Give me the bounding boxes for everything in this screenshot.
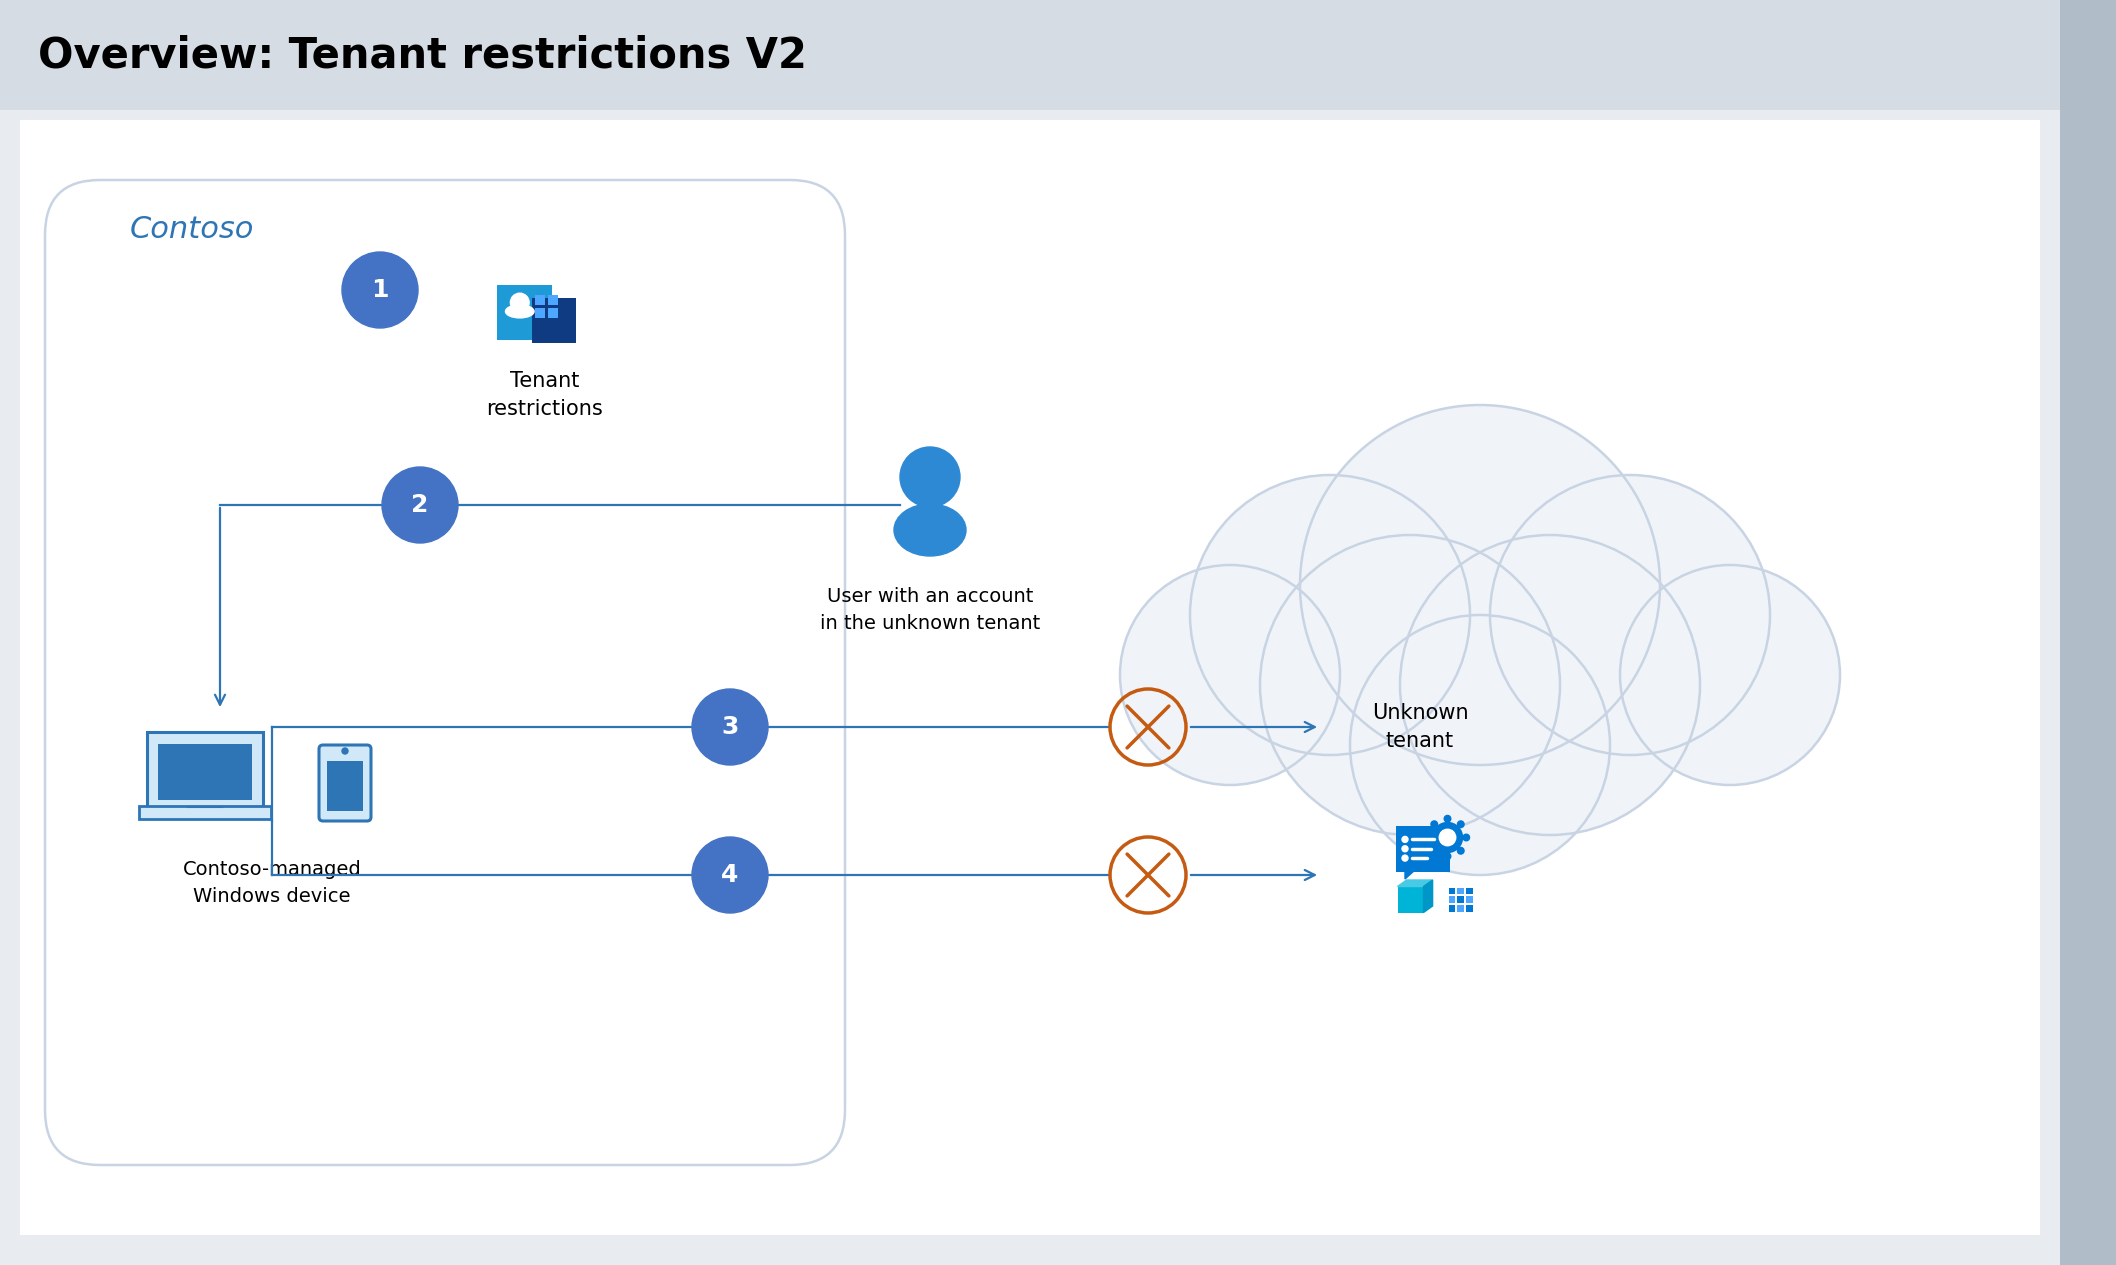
Text: Contoso-managed
Windows device: Contoso-managed Windows device xyxy=(182,860,362,906)
Circle shape xyxy=(383,467,457,543)
Circle shape xyxy=(1403,855,1407,861)
Circle shape xyxy=(1490,474,1769,755)
Text: Tenant
restrictions: Tenant restrictions xyxy=(487,371,603,419)
FancyBboxPatch shape xyxy=(1458,896,1464,903)
Circle shape xyxy=(1189,474,1471,755)
Circle shape xyxy=(1445,853,1452,859)
Circle shape xyxy=(1401,535,1699,835)
Circle shape xyxy=(343,252,419,328)
FancyBboxPatch shape xyxy=(1449,904,1456,912)
FancyBboxPatch shape xyxy=(1458,888,1464,894)
FancyBboxPatch shape xyxy=(1466,888,1473,894)
Circle shape xyxy=(1259,535,1559,835)
FancyBboxPatch shape xyxy=(1394,826,1449,872)
Polygon shape xyxy=(1424,880,1433,912)
FancyBboxPatch shape xyxy=(548,295,559,305)
Circle shape xyxy=(899,447,961,507)
Circle shape xyxy=(510,293,529,312)
Circle shape xyxy=(1458,848,1464,854)
FancyBboxPatch shape xyxy=(533,299,576,343)
Circle shape xyxy=(1462,834,1469,841)
Text: 4: 4 xyxy=(722,863,738,887)
Circle shape xyxy=(1299,405,1659,765)
Circle shape xyxy=(1430,821,1437,827)
Circle shape xyxy=(343,748,347,754)
FancyBboxPatch shape xyxy=(1466,904,1473,912)
Circle shape xyxy=(1430,848,1437,854)
Circle shape xyxy=(1119,565,1339,786)
Text: Unknown
tenant: Unknown tenant xyxy=(1371,703,1469,751)
FancyBboxPatch shape xyxy=(535,295,546,305)
Text: 2: 2 xyxy=(411,493,430,517)
Text: Overview: Tenant restrictions V2: Overview: Tenant restrictions V2 xyxy=(38,34,806,76)
FancyBboxPatch shape xyxy=(1449,888,1456,894)
Circle shape xyxy=(1621,565,1841,786)
Text: 1: 1 xyxy=(370,278,389,302)
FancyBboxPatch shape xyxy=(320,745,370,821)
FancyBboxPatch shape xyxy=(19,120,2040,1235)
FancyBboxPatch shape xyxy=(0,0,2061,110)
FancyBboxPatch shape xyxy=(326,760,364,811)
FancyBboxPatch shape xyxy=(1449,896,1456,903)
Circle shape xyxy=(1445,816,1452,822)
FancyBboxPatch shape xyxy=(497,286,552,340)
Circle shape xyxy=(692,837,768,913)
FancyBboxPatch shape xyxy=(159,744,252,799)
Circle shape xyxy=(1350,615,1610,875)
Polygon shape xyxy=(1397,880,1433,887)
FancyBboxPatch shape xyxy=(140,806,271,818)
Circle shape xyxy=(1433,822,1462,853)
Circle shape xyxy=(1426,834,1433,841)
FancyBboxPatch shape xyxy=(548,307,559,319)
Circle shape xyxy=(1458,821,1464,827)
Circle shape xyxy=(692,689,768,765)
Text: Contoso: Contoso xyxy=(129,215,254,244)
Ellipse shape xyxy=(893,503,967,557)
FancyBboxPatch shape xyxy=(1466,896,1473,903)
Circle shape xyxy=(1403,836,1407,842)
FancyBboxPatch shape xyxy=(2061,0,2116,1265)
Circle shape xyxy=(1403,846,1407,851)
Text: User with an account
in the unknown tenant: User with an account in the unknown tena… xyxy=(819,587,1041,632)
Circle shape xyxy=(1439,830,1456,846)
FancyBboxPatch shape xyxy=(1397,887,1424,912)
Ellipse shape xyxy=(506,305,533,318)
FancyBboxPatch shape xyxy=(535,307,546,319)
FancyBboxPatch shape xyxy=(1458,904,1464,912)
FancyBboxPatch shape xyxy=(146,732,262,810)
Polygon shape xyxy=(1405,870,1416,879)
FancyBboxPatch shape xyxy=(44,180,844,1165)
Text: 3: 3 xyxy=(722,715,738,739)
